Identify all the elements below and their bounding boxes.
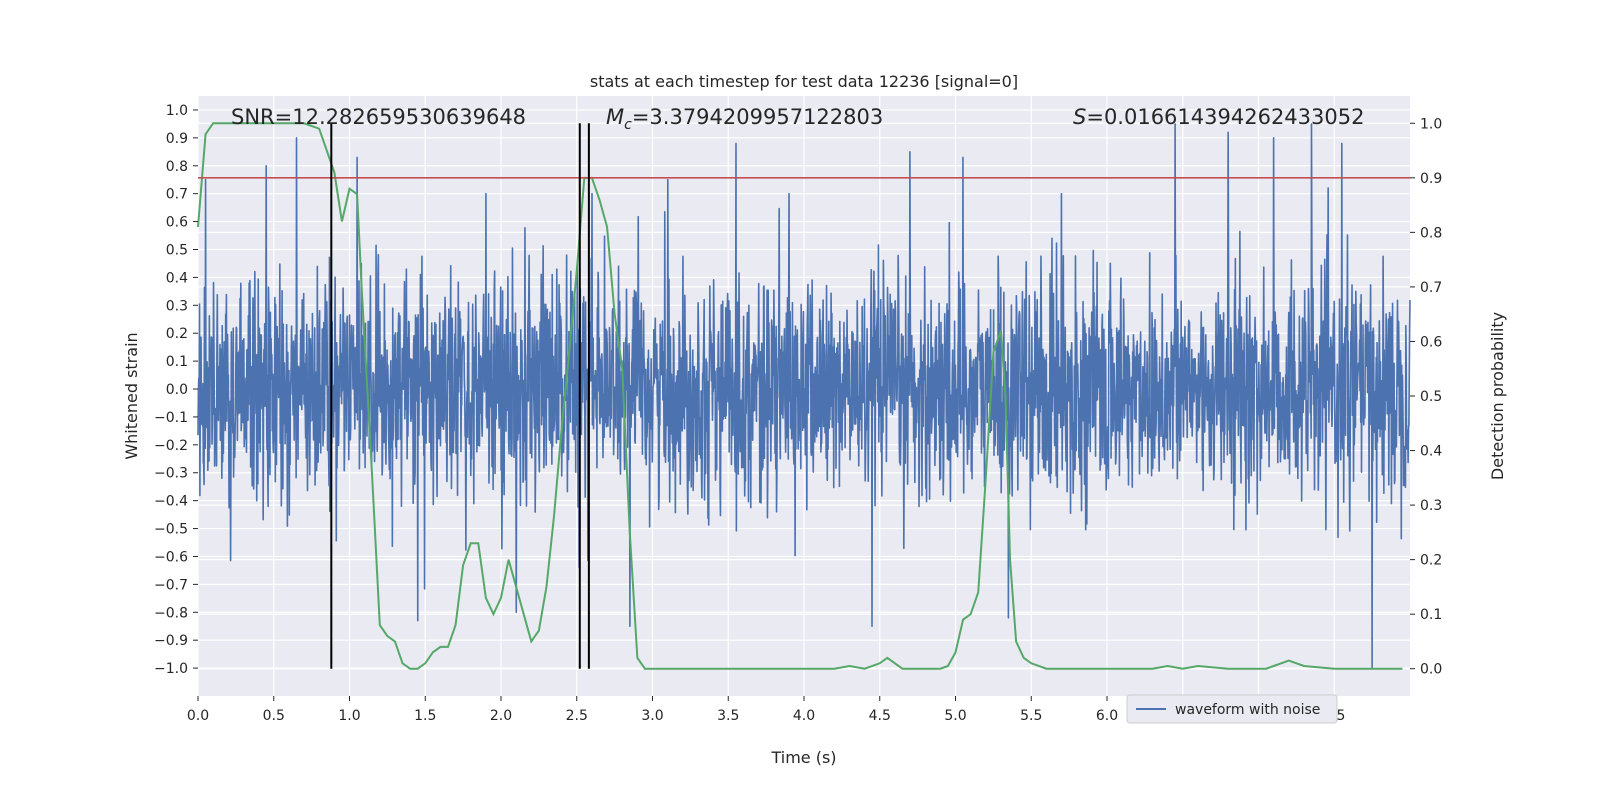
- x-tick-label: 1.0: [338, 708, 360, 724]
- y-left-tick-label: −0.7: [154, 577, 188, 593]
- y-left-tick-label: −0.6: [154, 549, 188, 565]
- y-left-tick-label: −0.8: [154, 605, 188, 621]
- y-left-tick-label: −0.2: [154, 438, 188, 454]
- x-tick-label: 6.0: [1096, 708, 1118, 724]
- x-tick-label: 4.0: [793, 708, 815, 724]
- y-right-tick-label: 0.9: [1420, 171, 1442, 187]
- x-tick-label: 0.5: [263, 708, 285, 724]
- legend-box: [1126, 694, 1338, 724]
- y-left-tick-label: 0.3: [166, 298, 188, 314]
- chart-title: stats at each timestep for test data 122…: [590, 72, 1018, 91]
- s-annotation: S=0.016614394262433052: [1073, 105, 1364, 129]
- chirp-mass-value: =3.3794209957122803: [632, 105, 883, 129]
- axes: 0.00.51.01.52.02.53.03.54.04.55.05.56.06…: [154, 103, 1442, 724]
- y-right-tick-label: 0.5: [1420, 389, 1442, 405]
- y-right-tick-label: 0.6: [1420, 334, 1442, 350]
- chirp-mass-annotation: Mc=3.3794209957122803: [606, 105, 883, 133]
- s-value: =0.016614394262433052: [1086, 105, 1364, 129]
- y-left-tick-label: 0.2: [166, 326, 188, 342]
- y-left-tick-label: 0.1: [166, 354, 188, 370]
- y-left-tick-label: −0.5: [154, 522, 188, 538]
- legend: waveform with noise: [1126, 694, 1338, 724]
- x-tick-label: 5.0: [944, 708, 966, 724]
- reference-lines: [198, 123, 1410, 669]
- s-symbol: S: [1073, 105, 1086, 129]
- x-tick-label: 0.0: [187, 708, 209, 724]
- y-left-tick-label: 0.5: [166, 242, 188, 258]
- y-left-tick-label: 0.0: [166, 382, 188, 398]
- y-left-tick-label: 0.4: [166, 270, 188, 286]
- y-left-tick-label: 0.9: [166, 131, 188, 147]
- y-left-tick-label: −0.3: [154, 466, 188, 482]
- y-right-tick-label: 0.8: [1420, 225, 1442, 241]
- y-right-tick-label: 0.1: [1420, 607, 1442, 623]
- waveform-series: [197, 123, 1411, 669]
- x-tick-label: 1.5: [414, 708, 436, 724]
- y-left-tick-label: 0.7: [166, 187, 188, 203]
- probability-line: [197, 122, 1403, 670]
- y-right-tick-label: 1.0: [1420, 116, 1442, 132]
- chirp-mass-symbol: M: [606, 105, 624, 129]
- y-axis-left-label: Whitened strain: [122, 332, 141, 459]
- x-tick-label: 4.5: [869, 708, 891, 724]
- y-left-tick-label: −0.4: [154, 494, 188, 510]
- y-axis-right-label: Detection probability: [1488, 312, 1507, 480]
- y-right-tick-label: 0.2: [1420, 553, 1442, 569]
- y-left-tick-label: −0.9: [154, 633, 188, 649]
- snr-annotation: SNR=12.282659530639648: [231, 105, 526, 129]
- y-right-tick-label: 0.4: [1420, 444, 1442, 460]
- y-left-tick-label: 0.6: [166, 215, 188, 231]
- y-right-tick-label: 0.3: [1420, 498, 1442, 514]
- x-axis-label: Time (s): [770, 748, 836, 767]
- waveform-line: [197, 123, 1411, 669]
- x-tick-label: 3.0: [641, 708, 663, 724]
- x-tick-label: 2.5: [566, 708, 588, 724]
- x-tick-label: 2.0: [490, 708, 512, 724]
- probability-series: [197, 122, 1403, 670]
- y-left-tick-label: 1.0: [166, 103, 188, 119]
- y-left-tick-label: 0.8: [166, 159, 188, 175]
- y-left-tick-label: −0.1: [154, 410, 188, 426]
- x-tick-label: 5.5: [1020, 708, 1042, 724]
- chirp-mass-subscript: c: [624, 117, 632, 133]
- x-tick-label: 3.5: [717, 708, 739, 724]
- y-right-tick-label: 0.7: [1420, 280, 1442, 296]
- y-right-tick-label: 0.0: [1420, 662, 1442, 678]
- legend-entry-waveform: waveform with noise: [1175, 702, 1320, 718]
- y-left-tick-label: −1.0: [154, 661, 188, 677]
